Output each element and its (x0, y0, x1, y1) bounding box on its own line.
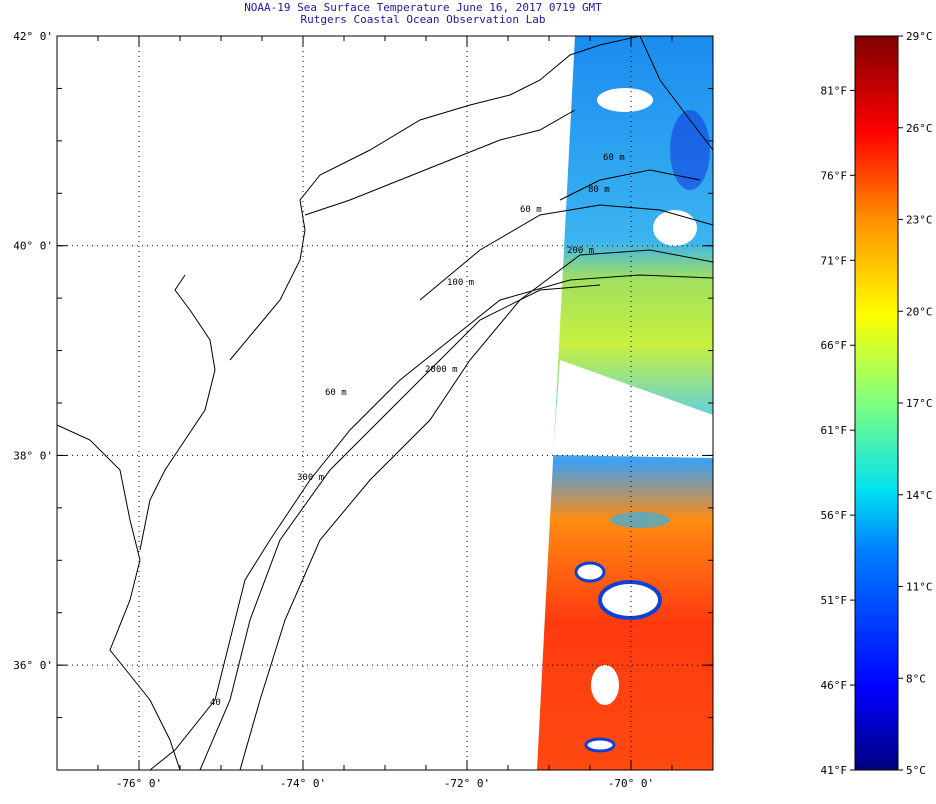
colorbar-ticks: 29°C 26°C 23°C 20°C 17°C 14°C 11°C 8°C 5°C 81°F 76… (821, 30, 933, 777)
contour-label: 2000 m (425, 365, 458, 375)
colorbar-f-label: 56°F (821, 509, 848, 522)
contour-label: 200 m (567, 246, 594, 256)
colorbar-f-label: 46°F (821, 679, 848, 692)
x-tick-label: -74° 0' (280, 777, 326, 790)
colorbar (854, 35, 899, 771)
y-tick-label: 36° 0' (13, 659, 53, 672)
colorbar-f-label: 71°F (821, 254, 848, 267)
colorbar-c-label: 11°C (906, 581, 933, 594)
coastline (56, 35, 714, 771)
contour-label: 80 m (588, 185, 610, 195)
contour-label: 100 m (447, 278, 474, 288)
colorbar-f-label: 51°F (821, 594, 848, 607)
colorbar-c-label: 26°C (906, 122, 933, 135)
x-tick-label: -72° 0' (444, 777, 490, 790)
colorbar-c-label: 5°C (906, 764, 926, 777)
sst-swath (537, 36, 713, 770)
colorbar-c-label: 23°C (906, 214, 933, 227)
colorbar-c-label: 17°C (906, 397, 933, 410)
map-title: NOAA-19 Sea Surface Temperature June 16,… (244, 1, 602, 14)
contour-label: 60 m (603, 153, 625, 163)
contour-label: 60 m (520, 205, 542, 215)
colorbar-f-label: 81°F (821, 84, 848, 97)
colorbar-c-label: 8°C (906, 672, 926, 685)
axis-ticks: -76° 0' -74° 0' -72° 0' -70° 0' 42° 0' 40° 0'… (13, 30, 714, 790)
contour-label: 60 m (325, 388, 347, 398)
x-tick-label: -70° 0' (608, 777, 654, 790)
colorbar-c-label: 29°C (906, 30, 933, 43)
y-tick-label: 42° 0' (13, 30, 53, 43)
colorbar-f-label: 76°F (821, 169, 848, 182)
colorbar-c-label: 20°C (906, 305, 933, 318)
colorbar-f-label: 41°F (821, 764, 848, 777)
map-subtitle: Rutgers Coastal Ocean Observation Lab (300, 13, 545, 26)
contour-labels: 60 m 80 m 60 m 200 m 100 m 2000 m 60 m 3… (210, 153, 625, 708)
contour-label: 40 (210, 698, 221, 708)
x-tick-label: -76° 0' (116, 777, 162, 790)
contour-label: 300 m (297, 473, 324, 483)
y-tick-label: 40° 0' (13, 240, 53, 253)
colorbar-f-label: 66°F (821, 339, 848, 352)
y-tick-label: 38° 0' (13, 449, 53, 462)
colorbar-c-label: 14°C (906, 489, 933, 502)
colorbar-f-label: 61°F (821, 424, 848, 437)
